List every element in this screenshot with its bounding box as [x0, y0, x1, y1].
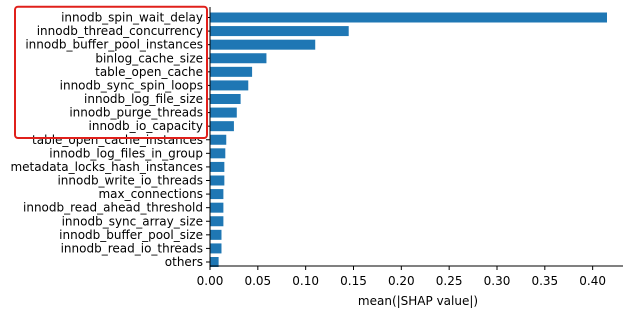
x-tick-label: 0.00 [197, 274, 224, 288]
x-tick-label: 0.15 [340, 274, 367, 288]
y-tick-label: innodb_thread_concurrency [37, 24, 203, 38]
y-tick-label: innodb_io_capacity [89, 119, 203, 133]
y-tick-label: innodb_log_files_in_group [49, 146, 203, 160]
x-tick-label: 0.35 [531, 274, 558, 288]
y-tick-labels: innodb_spin_wait_delayinnodb_thread_conc… [10, 11, 210, 269]
y-tick-label: others [165, 255, 203, 269]
bar-innodb-buffer-pool-instances [210, 39, 316, 50]
y-tick-label: innodb_write_io_threads [57, 174, 203, 188]
bar-binlog-cache-size [210, 53, 267, 64]
y-tick-label: max_connections [98, 187, 203, 201]
bar-table-open-cache-instances [210, 134, 227, 145]
y-tick-label: table_open_cache [95, 65, 203, 79]
x-tick-label: 0.30 [484, 274, 511, 288]
bar-innodb-log-file-size [210, 94, 241, 104]
bar-innodb-purge-threads [210, 107, 237, 118]
y-tick-label: innodb_read_ahead_threshold [23, 201, 203, 215]
bar-innodb-read-ahead-threshold [210, 202, 224, 213]
bar-innodb-write-io-threads [210, 175, 225, 186]
bar-metadata-locks-hash-instances [210, 161, 225, 172]
bar-others [210, 257, 219, 267]
bar-max-connections [210, 189, 224, 200]
bars-group [210, 12, 607, 267]
x-tick-label: 0.20 [388, 274, 415, 288]
bar-innodb-buffer-pool-size [210, 229, 222, 240]
x-ticks: 0.00 0.05 0.10 0.15 0.20 0.25 0.30 0.35 0.40 [197, 266, 606, 288]
y-tick-label: innodb_read_io_threads [61, 241, 203, 255]
x-tick-label: 0.25 [436, 274, 463, 288]
bar-innodb-io-capacity [210, 121, 234, 132]
y-tick-label: innodb_log_file_size [84, 92, 203, 106]
y-tick-label: innodb_buffer_pool_size [59, 228, 203, 242]
bar-table-open-cache [210, 66, 253, 77]
y-tick-label: innodb_sync_spin_loops [60, 78, 203, 92]
y-tick-label: metadata_locks_hash_instances [10, 160, 203, 174]
x-tick-label: 0.05 [244, 274, 271, 288]
bar-innodb-log-files-in-group [210, 148, 226, 159]
bar-innodb-spin-wait-delay [210, 12, 607, 23]
bar-innodb-sync-spin-loops [210, 80, 249, 91]
highlight-box [14, 5, 208, 140]
y-tick-label: binlog_cache_size [95, 51, 203, 65]
y-tick-label: table_open_cache_instances [32, 133, 203, 147]
x-axis-label: mean(|SHAP value|) [358, 294, 478, 308]
x-tick-label: 0.40 [579, 274, 606, 288]
bar-innodb-read-io-threads [210, 243, 222, 254]
bar-innodb-thread-concurrency [210, 26, 349, 37]
y-tick-label: innodb_buffer_pool_instances [25, 38, 203, 52]
y-tick-label: innodb_purge_threads [69, 106, 203, 120]
y-tick-label: innodb_sync_array_size [62, 214, 203, 228]
y-tick-label: innodb_spin_wait_delay [61, 11, 203, 25]
x-tick-label: 0.10 [292, 274, 319, 288]
bar-innodb-sync-array-size [210, 216, 224, 227]
